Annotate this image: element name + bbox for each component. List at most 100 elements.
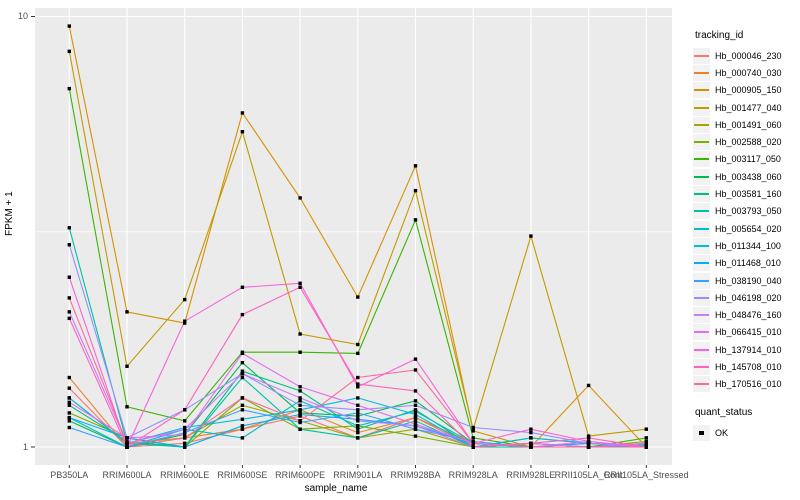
data-point	[67, 226, 71, 230]
data-point	[67, 415, 71, 420]
data-point	[529, 436, 533, 440]
legend-entry-Hb_000905_150: Hb_000905_150	[693, 82, 800, 99]
data-point	[298, 332, 302, 336]
data-point	[240, 408, 245, 412]
data-point	[356, 430, 360, 435]
x-tick-label-RRII105LA_Stressed: RRII105LA_Stressed	[604, 470, 689, 480]
legend-entry-Hb_002588_020: Hb_002588_020	[693, 133, 800, 151]
data-point	[298, 396, 302, 400]
legend: tracking_id Hb_000046_230 Hb_000740_030 Hb…	[693, 30, 800, 441]
legend-entry-Hb_145708_010: Hb_145708_010	[693, 358, 800, 375]
data-point	[240, 424, 245, 428]
data-point	[586, 434, 591, 438]
data-point	[183, 419, 187, 423]
data-point	[471, 439, 475, 444]
data-point	[125, 364, 129, 368]
legend-entry-Hb_000046_230: Hb_000046_230	[693, 47, 800, 64]
data-point	[356, 411, 360, 415]
legend-entry-Hb_003581_160: Hb_003581_160	[693, 185, 800, 203]
legend-entry-Hb_001477_040: Hb_001477_040	[693, 99, 800, 116]
color-line-icon	[694, 210, 709, 213]
data-point	[356, 385, 360, 389]
data-point	[298, 196, 302, 200]
legend-entry-label: Hb_066415_010	[715, 327, 782, 338]
line-key-icon	[693, 376, 710, 393]
color-line-icon	[694, 365, 709, 368]
data-point	[183, 408, 187, 412]
legend-entry-Hb_048476_160: Hb_048476_160	[693, 306, 800, 324]
data-point	[529, 441, 533, 445]
legend-entry-label: Hb_011344_100	[715, 240, 781, 251]
line-key-icon	[693, 64, 710, 81]
legend-entry-Hb_003438_060: Hb_003438_060	[693, 168, 800, 185]
data-point	[183, 436, 187, 440]
data-point	[67, 375, 71, 380]
data-point	[298, 408, 302, 412]
legend-entry-Hb_005654_020: Hb_005654_020	[693, 220, 800, 237]
data-point	[183, 319, 187, 323]
legend-entry-label: Hb_003438_060	[715, 171, 782, 182]
data-point	[356, 419, 360, 423]
legend-entry-Hb_003117_050: Hb_003117_050	[693, 151, 800, 168]
data-point	[356, 436, 360, 440]
ok-point-key	[693, 424, 710, 441]
data-point	[644, 436, 648, 440]
data-point	[125, 445, 129, 449]
legend-entry-label: Hb_001491_060	[715, 119, 782, 130]
data-point	[298, 385, 302, 389]
data-point	[298, 389, 302, 393]
line-key-icon	[693, 255, 710, 272]
color-line-icon	[694, 54, 709, 57]
line-key-icon	[693, 82, 710, 99]
data-point	[644, 427, 648, 431]
legend-entry-label: Hb_003581_160	[715, 189, 782, 200]
data-point	[67, 316, 71, 321]
color-line-icon	[694, 244, 709, 247]
x-tick-label-RRIM600LE: RRIM600LE	[160, 470, 210, 480]
line-key-icon	[693, 168, 710, 185]
data-point	[298, 412, 302, 417]
panel-background	[35, 8, 672, 465]
data-point	[240, 130, 245, 134]
data-point	[413, 368, 418, 372]
data-point	[240, 372, 245, 376]
data-point	[240, 111, 245, 115]
data-point	[413, 422, 418, 426]
data-point	[183, 441, 187, 445]
data-point	[240, 312, 245, 317]
legend-entry-label: Hb_001477_040	[715, 102, 782, 113]
data-point	[240, 285, 245, 289]
color-line-icon	[694, 175, 709, 178]
color-line-icon	[694, 71, 709, 74]
line-key-icon	[693, 307, 710, 324]
data-point	[298, 399, 302, 403]
data-point	[413, 403, 418, 407]
line-key-icon	[693, 47, 710, 64]
data-point	[471, 429, 475, 433]
data-point	[67, 49, 71, 54]
legend-entry-label: Hb_005654_020	[715, 223, 782, 234]
legend-entry-label: Hb_145708_010	[715, 361, 782, 372]
data-point	[67, 243, 71, 247]
data-point	[298, 285, 302, 289]
x-axis-title: sample_name	[304, 483, 368, 494]
color-line-icon	[694, 158, 709, 161]
data-point	[644, 445, 648, 449]
data-point	[413, 188, 418, 193]
data-point	[240, 396, 245, 400]
data-point	[529, 427, 533, 431]
data-point	[67, 411, 71, 415]
legend-entry-Hb_046198_020: Hb_046198_020	[693, 289, 800, 306]
x-tick-label-RRIM928BA: RRIM928BA	[390, 470, 441, 480]
data-point	[471, 445, 475, 449]
data-point	[356, 382, 360, 386]
y-tick-label-10: 10	[17, 11, 28, 21]
legend-entry-label: Hb_038190_040	[715, 275, 782, 286]
data-point	[298, 281, 302, 286]
data-point	[240, 360, 245, 365]
line-key-icon	[693, 358, 710, 375]
data-point	[413, 389, 418, 393]
legend-entry-label: Hb_046198_020	[715, 292, 782, 303]
legend-entry-Hb_170516_010: Hb_170516_010	[693, 376, 800, 393]
